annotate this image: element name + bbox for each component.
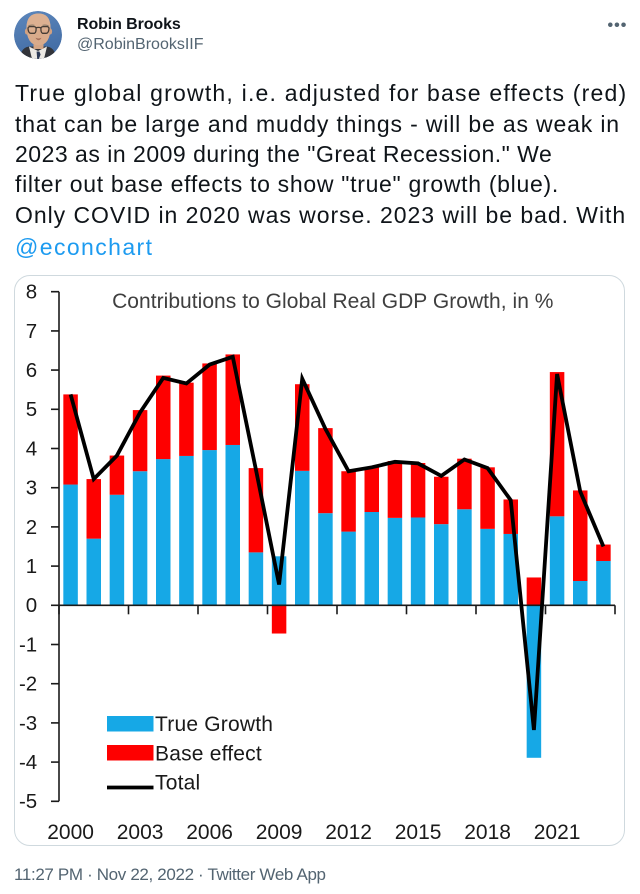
svg-text:2009: 2009 <box>256 821 303 844</box>
svg-text:Total: Total <box>155 772 200 795</box>
svg-text:5: 5 <box>26 398 37 421</box>
svg-text:-2: -2 <box>19 673 37 696</box>
svg-text:-5: -5 <box>19 790 37 813</box>
svg-text:0: 0 <box>26 594 37 617</box>
svg-text:1: 1 <box>26 555 37 578</box>
svg-text:True Growth: True Growth <box>155 713 273 736</box>
svg-text:2012: 2012 <box>325 821 372 844</box>
svg-text:6: 6 <box>26 359 37 382</box>
svg-text:3: 3 <box>26 477 37 500</box>
svg-text:-1: -1 <box>19 633 37 656</box>
svg-text:-3: -3 <box>19 712 37 735</box>
svg-text:2006: 2006 <box>186 821 233 844</box>
svg-text:2015: 2015 <box>395 821 442 844</box>
svg-text:2003: 2003 <box>117 821 164 844</box>
svg-text:7: 7 <box>26 320 37 343</box>
svg-text:Contributions to Global Real G: Contributions to Global Real GDP Growth,… <box>112 290 553 313</box>
svg-text:2021: 2021 <box>534 821 581 844</box>
svg-text:4: 4 <box>26 437 37 460</box>
svg-text:2000: 2000 <box>47 821 94 844</box>
svg-text:-4: -4 <box>19 751 37 774</box>
svg-text:2018: 2018 <box>464 821 511 844</box>
svg-text:Base effect: Base effect <box>155 743 262 766</box>
svg-text:8: 8 <box>26 281 37 304</box>
svg-text:2: 2 <box>26 516 37 539</box>
